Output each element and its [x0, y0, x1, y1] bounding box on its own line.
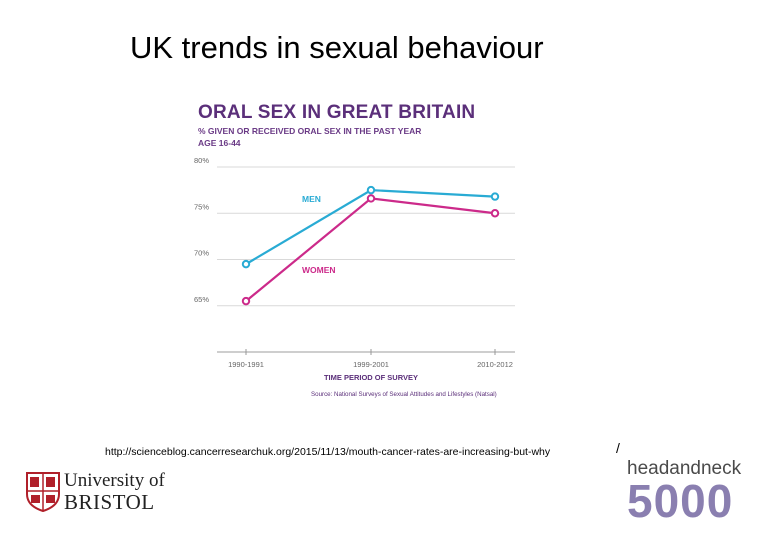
data-point-men [241, 259, 251, 269]
series-line-women [245, 197, 496, 302]
source-url: http://scienceblog.cancerresearchuk.org/… [105, 446, 551, 458]
bristol-line1: University of [64, 470, 165, 491]
data-point-women [490, 209, 500, 218]
series-label-men: MEN [302, 194, 321, 204]
series-label-women: WOMEN [302, 265, 336, 275]
x-tick-label: 1999-2001 [353, 360, 389, 369]
x-tick-label: 2010-2012 [477, 360, 513, 369]
chart-title: ORAL SEX IN GREAT BRITAIN [198, 102, 476, 123]
y-tick-label: 80% [194, 156, 209, 165]
y-tick-label: 65% [194, 295, 209, 304]
y-tick-label: 70% [194, 249, 209, 258]
y-tick-label: 75% [194, 202, 209, 211]
headandneck-word: headandneck [627, 458, 742, 479]
data-point-women [366, 194, 376, 203]
bristol-line2: BRISTOL [64, 490, 155, 514]
chart-plot: 80% 75% 70% 65% 1990-1991 1999-2001 2010-2012 T… [194, 156, 515, 398]
x-tick-label: 1990-1991 [228, 360, 264, 369]
bristol-crest-icon [26, 472, 60, 512]
source-url-slash: / [616, 440, 620, 456]
x-axis-title: TIME PERIOD OF SURVEY [324, 373, 418, 382]
slide-title: UK trends in sexual behaviour [130, 30, 544, 65]
data-point-women [241, 296, 251, 306]
headandneck-number: 5000 [627, 475, 734, 527]
chart-age-range: AGE 16-44 [198, 138, 241, 148]
data-point-men [490, 192, 500, 201]
chart-subtitle: % GIVEN OR RECEIVED ORAL SEX IN THE PAST… [198, 126, 422, 136]
chart: 80% 75% 70% 65% 1990-1991 1999-2001 2010-2012 T… [180, 96, 540, 406]
data-point-men [366, 185, 376, 195]
chart-source: Source: National Surveys of Sexual Attit… [311, 391, 497, 398]
